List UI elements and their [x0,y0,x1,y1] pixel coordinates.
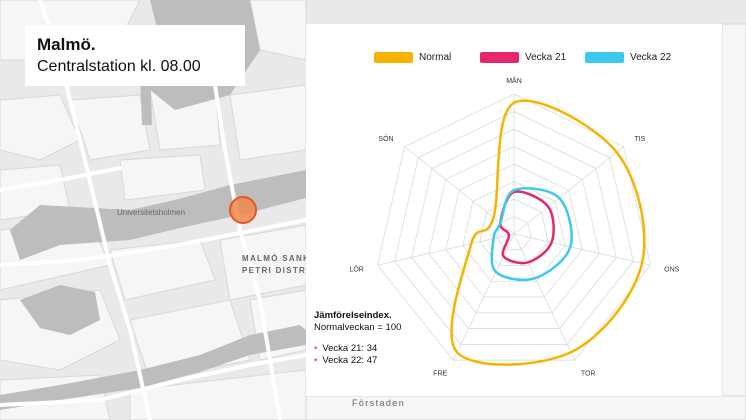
axis-label: LÖR [349,265,363,273]
index-entry-vecka22: • Vecka 22: 47 [314,355,401,367]
grid-ring [445,163,583,298]
grid-ring [377,93,651,361]
bullet-icon: • [314,343,318,354]
title-subtitle: Centralstation kl. 08.00 [37,58,201,75]
legend-swatch-normal [374,51,413,63]
legend-item-vecka22: Vecka 22 [585,50,671,64]
axis-spoke [377,233,515,266]
series-line-vecka-22 [490,187,573,282]
series-line-normal [450,99,646,366]
grid-ring [479,198,549,266]
axis-label: MÅN [506,76,522,85]
axis-label: ONS [664,266,680,273]
axis-spoke [404,146,515,235]
comparison-index: Jämförelseindex. Normalveckan = 100 • Vec… [314,310,401,367]
axis-spoke [513,233,576,361]
radar-chart: MÅN TIS ONS TOR FRE LÖR SÖN [349,76,680,378]
legend-swatch-vecka22 [585,51,624,63]
legend-label-vecka22: Vecka 22 [630,51,672,63]
station-marker[interactable] [229,196,257,224]
title-card: Malmö. Centralstation kl. 08.00 [25,25,245,86]
map-label-forstaden: Förstaden [352,398,406,408]
index-entry-label: Vecka 21: 34 [322,343,378,354]
series-line-vecka-21 [499,190,555,265]
grid-ring [428,146,600,314]
bullet-icon: • [314,355,318,366]
axis-spoke [513,146,624,235]
index-entry-vecka21: • Vecka 21: 34 [314,343,401,355]
axis-label: SÖN [378,135,393,143]
title-city: Malmö. [37,35,96,54]
axis-label: FRE [433,371,447,378]
grid-ring [462,181,566,282]
index-subtitle: Normalveckan = 100 [314,322,402,333]
index-title: Jämförelseindex. [314,310,392,321]
grid-ring [411,128,617,329]
map-label-district-line1: MALMÖ SANKT [242,254,317,263]
axis-label: TIS [634,136,645,143]
legend-label-vecka21: Vecka 21 [525,51,567,63]
map-label-universitetsholmen: Universitetsholmen [117,208,186,217]
legend-item-normal: Normal [374,50,451,64]
axis-label: TOR [581,371,596,378]
axis-spoke [513,233,651,266]
legend-item-vecka21: Vecka 21 [480,50,566,64]
grid-ring [394,111,634,345]
index-entry-label: Vecka 22: 47 [322,355,378,366]
legend-swatch-vecka21 [480,51,519,63]
map-label-district-line2: PETRI DISTRIKT [242,266,323,275]
legend-label-normal: Normal [419,51,452,63]
